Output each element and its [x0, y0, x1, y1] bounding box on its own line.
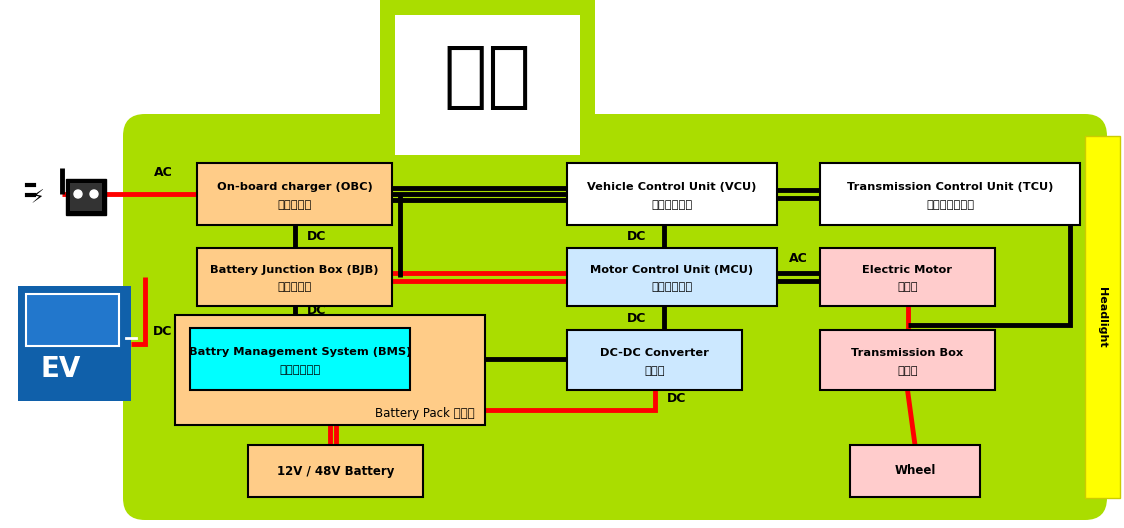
Text: 电动机: 电动机 — [897, 282, 918, 293]
Bar — [190, 328, 410, 390]
Text: Transmission Box: Transmission Box — [851, 348, 963, 358]
Bar — [175, 315, 484, 425]
Bar — [566, 248, 777, 306]
Text: Electric Motor: Electric Motor — [862, 265, 952, 275]
Bar — [248, 445, 423, 497]
Text: EV: EV — [40, 355, 81, 383]
Text: AC: AC — [789, 252, 808, 266]
Text: DC: DC — [667, 391, 686, 404]
Bar — [380, 0, 595, 15]
Bar — [70, 183, 102, 211]
Text: Wheel: Wheel — [895, 465, 935, 477]
Bar — [580, 0, 595, 155]
Bar — [566, 330, 742, 390]
Bar — [566, 163, 777, 225]
Text: On-board charger (OBC): On-board charger (OBC) — [217, 182, 372, 192]
Text: Battery Junction Box (BJB): Battery Junction Box (BJB) — [210, 265, 379, 275]
Text: 电机控制单元: 电机控制单元 — [652, 282, 692, 293]
Bar — [197, 248, 392, 306]
Bar — [1085, 136, 1120, 498]
Text: Headlight: Headlight — [1097, 287, 1107, 347]
Text: 车载充电器: 车载充电器 — [278, 200, 311, 210]
Text: 变速筱: 变速筱 — [897, 366, 918, 376]
Text: DC: DC — [627, 312, 646, 325]
Text: DC: DC — [307, 230, 326, 243]
Bar — [380, 0, 395, 155]
Bar — [18, 286, 132, 401]
Text: 12V / 48V Battery: 12V / 48V Battery — [277, 465, 395, 477]
Text: ⚫: ⚫ — [72, 186, 92, 210]
Text: DC: DC — [627, 230, 646, 243]
Text: Vehicle Control Unit (VCU): Vehicle Control Unit (VCU) — [588, 182, 756, 192]
Text: DC-DC Converter: DC-DC Converter — [600, 348, 709, 358]
Text: 电池接线筱: 电池接线筱 — [278, 282, 311, 293]
Text: 整车控制单元: 整车控制单元 — [652, 200, 692, 210]
Text: 转换器: 转换器 — [644, 366, 664, 376]
Text: 电池管理系统: 电池管理系统 — [280, 365, 320, 375]
Bar — [66, 179, 106, 215]
Text: ⚡: ⚡ — [30, 188, 44, 208]
Text: 变速筱控制单元: 变速筱控制单元 — [926, 200, 975, 210]
Bar — [821, 163, 1080, 225]
Text: Transmission Control Unit (TCU): Transmission Control Unit (TCU) — [846, 182, 1053, 192]
Circle shape — [90, 190, 98, 198]
Bar — [380, 0, 595, 155]
Text: DC: DC — [307, 304, 326, 317]
Circle shape — [74, 190, 82, 198]
Bar — [197, 163, 392, 225]
FancyBboxPatch shape — [123, 114, 1107, 520]
Bar — [26, 294, 119, 346]
Text: Battery Pack 电池组: Battery Pack 电池组 — [375, 407, 475, 420]
Text: AC: AC — [154, 165, 172, 178]
Bar — [821, 330, 995, 390]
Text: Motor Control Unit (MCU): Motor Control Unit (MCU) — [590, 265, 753, 275]
Bar — [850, 445, 980, 497]
Text: Battry Management System (BMS): Battry Management System (BMS) — [189, 346, 411, 356]
Text: 👨‍🚀: 👨‍🚀 — [444, 43, 531, 112]
Text: DC: DC — [153, 325, 173, 338]
Bar — [821, 248, 995, 306]
